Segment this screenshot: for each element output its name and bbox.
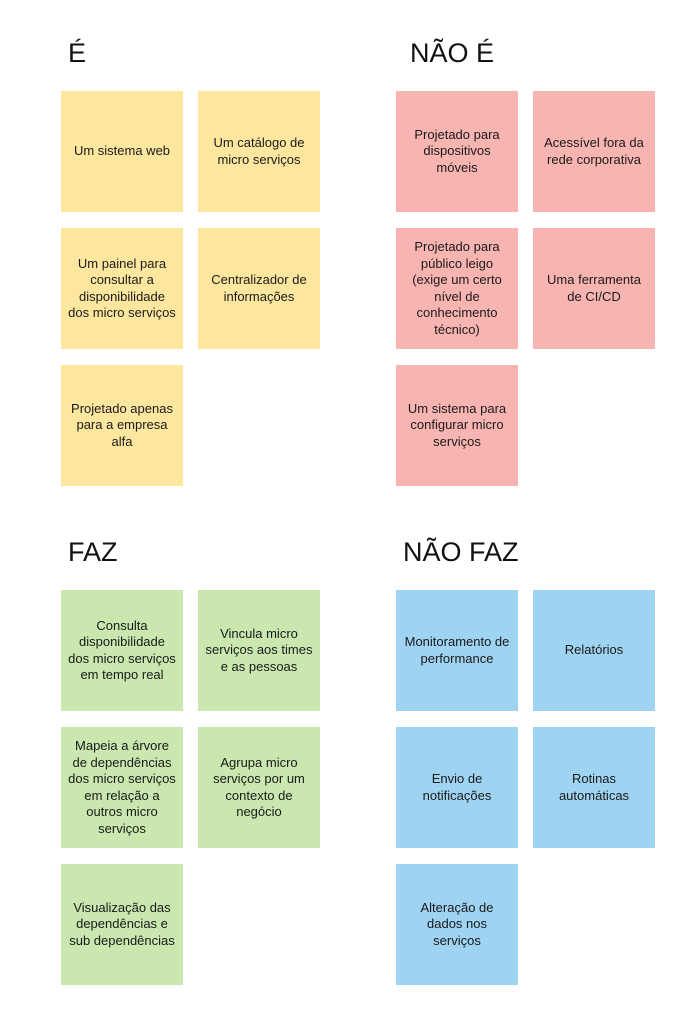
sticky-note-e-1[interactable]: Um sistema web [61,91,183,218]
sticky-note-nao-faz-5[interactable]: Alteração de dados nos serviços [396,864,518,991]
sticky-note-text: Relatórios [564,642,624,658]
sticky-note-text: Projetado para público leigo (exige um c… [412,239,502,337]
sticky-note-faz-5[interactable]: Visualização das dependências e sub depe… [61,864,183,991]
sticky-note-text: Visualização das dependências e sub depe… [69,899,175,948]
section-title-faz: FAZ [68,537,118,567]
sticky-note-text: Envio de notificações [422,771,492,803]
sticky-note-text: Um painel para consultar a disponibilida… [68,255,176,321]
sticky-note-e-5[interactable]: Projetado apenas para a empresa alfa [61,365,183,492]
sticky-note-text: Vincula micro serviços aos times e as pe… [205,625,313,674]
sticky-note-nao-e-2[interactable]: Acessível fora da rede corporativa [533,91,655,218]
sticky-note-nao-e-1[interactable]: Projetado para dispositivos móveis [396,91,518,218]
sticky-note-faz-1[interactable]: Consulta disponibilidade dos micro servi… [61,590,183,717]
section-title-nao-faz: NÃO FAZ [403,537,519,567]
sticky-note-nao-faz-1[interactable]: Monitoramento de performance [396,590,518,717]
sticky-note-e-4[interactable]: Centralizador de informações [198,228,320,355]
sticky-note-text: Um catálogo de micro serviços [213,135,305,167]
sticky-note-text: Agrupa micro serviços por um contexto de… [213,754,305,820]
sticky-note-text: Centralizador de informações [211,272,307,304]
sticky-note-text: Projetado para dispositivos móveis [414,126,500,175]
section-title-e: É [68,38,87,68]
sticky-note-nao-faz-3[interactable]: Envio de notificações [396,727,518,854]
sticky-note-text: Mapeia a árvore de dependências dos micr… [68,738,176,836]
sticky-note-text: Monitoramento de performance [404,634,510,666]
sticky-note-text: Acessível fora da rede corporativa [544,135,644,167]
sticky-note-e-3[interactable]: Um painel para consultar a disponibilida… [61,228,183,355]
sticky-note-text: Um sistema web [73,143,171,159]
sticky-note-text: Rotinas automáticas [558,771,630,803]
sticky-note-e-2[interactable]: Um catálogo de micro serviços [198,91,320,218]
sticky-note-text: Consulta disponibilidade dos micro servi… [68,617,176,683]
sticky-note-nao-e-4[interactable]: Uma ferramenta de CI/CD [533,228,655,355]
sticky-note-text: Uma ferramenta de CI/CD [547,272,641,304]
sticky-note-faz-2[interactable]: Vincula micro serviços aos times e as pe… [198,590,320,717]
sticky-note-nao-e-5[interactable]: Um sistema para configurar micro serviço… [396,365,518,492]
sticky-note-faz-4[interactable]: Agrupa micro serviços por um contexto de… [198,727,320,854]
sticky-note-nao-faz-4[interactable]: Rotinas automáticas [533,727,655,854]
sticky-note-text: Projetado apenas para a empresa alfa [71,400,173,449]
sticky-note-text: Um sistema para configurar micro serviço… [407,400,507,449]
sticky-note-text: Alteração de dados nos serviços [420,899,494,948]
section-title-nao-e: NÃO É [410,38,495,68]
sticky-note-nao-faz-2[interactable]: Relatórios [533,590,655,717]
sticky-note-faz-3[interactable]: Mapeia a árvore de dependências dos micr… [61,727,183,854]
sticky-note-nao-e-3[interactable]: Projetado para público leigo (exige um c… [396,228,518,355]
